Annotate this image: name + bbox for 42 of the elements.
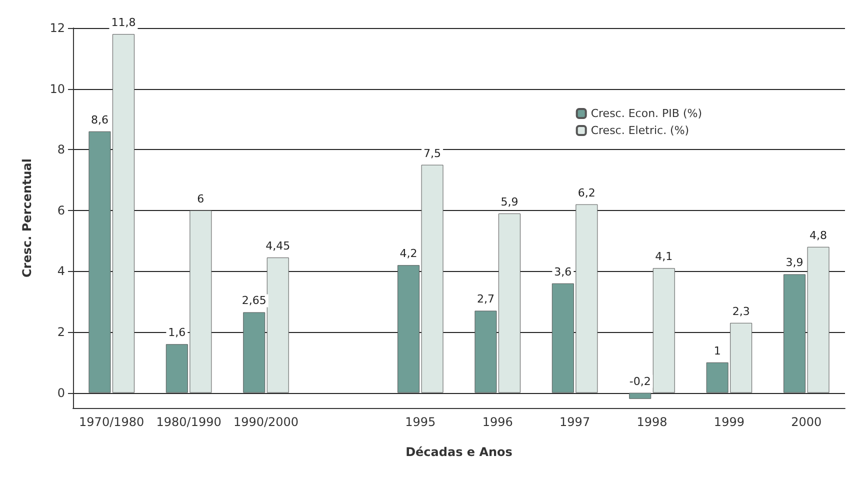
y-tick-label: 10 [50, 82, 65, 96]
y-tick-label: 12 [50, 21, 65, 35]
y-tick-label: 8 [57, 142, 65, 157]
x-tick-label: 1999 [714, 415, 744, 429]
data-label: 4,45 [266, 240, 290, 253]
data-label: 5,9 [500, 195, 518, 208]
y-axis-title: Cresc. Percentual [20, 158, 34, 278]
data-label: 8,6 [90, 113, 108, 126]
data-label: 2,7 [476, 292, 494, 306]
y-tick-label: 4 [57, 264, 65, 278]
y-tick-label: 2 [57, 325, 65, 339]
data-label: 11,8 [111, 16, 136, 30]
bar [266, 258, 289, 393]
legend-label: Cresc. Econ. PIB (%) [590, 107, 702, 120]
data-label: 4,8 [810, 228, 828, 242]
bar [243, 312, 266, 393]
y-tick-label: 6 [57, 203, 65, 218]
data-label: 7,5 [424, 146, 442, 160]
data-label: 4,2 [400, 247, 418, 260]
data-label: 6 [197, 192, 204, 206]
x-tick-label: 1995 [405, 415, 436, 429]
data-label: 6,2 [578, 186, 596, 200]
bar [629, 392, 652, 399]
data-label: 2,65 [242, 294, 266, 308]
data-label: 3,6 [554, 265, 572, 278]
x-tick-label: 1998 [636, 415, 668, 429]
data-label: 3,9 [786, 256, 804, 270]
x-tick-label: 1980/1990 [156, 415, 222, 429]
x-axis-title: Décadas e Anos [406, 445, 512, 459]
x-tick-label: 1997 [560, 415, 590, 429]
x-tick-label: 1970/1980 [79, 415, 144, 429]
data-label: 2,3 [732, 304, 750, 318]
data-label: 4,1 [655, 250, 673, 264]
legend-label: Cresc. Eletric. (%) [590, 124, 690, 137]
x-tick-label: 1996 [482, 415, 513, 429]
data-label: 1,6 [168, 326, 186, 340]
bar [652, 268, 675, 393]
data-label: 1 [714, 344, 721, 358]
y-tick-label: 0 [57, 386, 65, 400]
x-tick-label: 1990/2000 [233, 415, 299, 429]
data-label: -0,2 [629, 374, 651, 388]
x-tick-label: 2000 [791, 415, 822, 429]
